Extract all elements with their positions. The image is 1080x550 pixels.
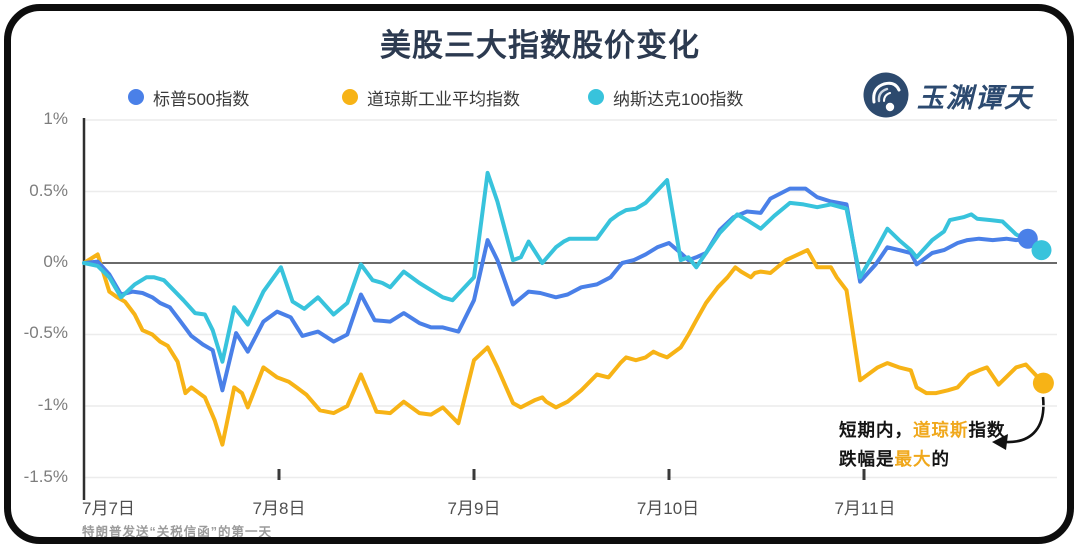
brand-logo-icon: [863, 72, 909, 118]
tariff-letter-footnote: 特朗普发送“关税信函”的第一天: [82, 525, 273, 539]
legend-label-dowjones: 道琼斯工业平均指数: [367, 89, 520, 109]
y-tick-m1pct: -1%: [37, 395, 68, 414]
legend-item-dowjones: 道琼斯工业平均指数: [342, 88, 520, 109]
legend-dot-dowjones-icon: [342, 89, 358, 105]
y-tick-0_5pct: 0.5%: [29, 181, 68, 200]
legend-item-sp500: 标普500指数: [128, 88, 249, 109]
legend-label-nasdaq100: 纳斯达克100指数: [613, 89, 744, 109]
x-tick-jul8: 7月8日: [252, 499, 306, 518]
x-tick-jul7: 7月7日: [82, 499, 135, 518]
legend-item-nasdaq100: 纳斯达克100指数: [588, 88, 743, 109]
x-tick-jul9: 7月9日: [447, 499, 501, 518]
annotation-line2: 跌幅是最大的: [839, 449, 950, 469]
y-tick-1pct: 1%: [43, 109, 68, 128]
card-border: [4, 4, 1074, 544]
y-tick-m1_5pct: -1.5%: [23, 467, 68, 486]
annotation-arrow: [1005, 396, 1045, 444]
legend-dot-sp500-icon: [128, 89, 144, 105]
legend-label-sp500: 标普500指数: [153, 89, 250, 109]
annotation-arrowhead-icon: [992, 434, 1008, 450]
y-tick-m0_5pct: -0.5%: [23, 323, 68, 342]
page-title: 美股三大指数股价变化: [380, 28, 700, 63]
x-tick-jul10: 7月10日: [636, 499, 700, 518]
brand-logo: 玉渊谭天: [862, 71, 1033, 119]
y-tick-0pct: 0%: [43, 252, 68, 271]
brand-logo-text: 玉渊谭天: [917, 82, 1033, 113]
annotation-line1: 短期内，道琼斯指数: [839, 420, 1006, 440]
x-tick-jul11: 7月11日: [834, 499, 896, 518]
legend-dot-nasdaq100-icon: [588, 89, 604, 105]
dowjones-annotation: 短期内，道琼斯指数 跌幅是最大的: [839, 416, 1006, 474]
